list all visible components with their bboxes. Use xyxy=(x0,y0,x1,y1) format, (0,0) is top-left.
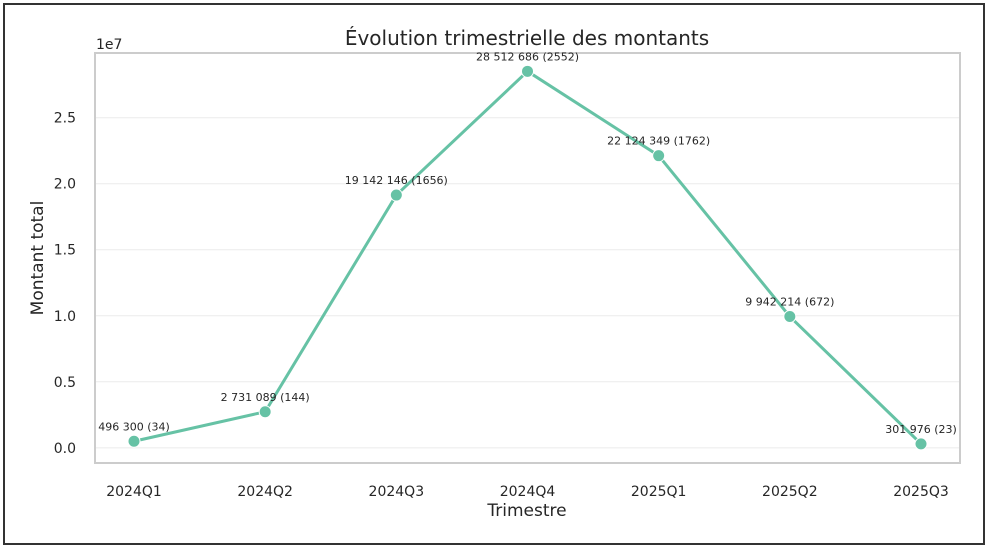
series-line xyxy=(127,64,928,451)
x-tick-label: 2024Q3 xyxy=(369,484,425,500)
data-point xyxy=(127,434,141,448)
data-point xyxy=(258,405,272,419)
x-axis-label: Trimestre xyxy=(486,501,566,521)
x-tick-label: 2025Q1 xyxy=(631,484,687,500)
data-label: 2 731 089 (144) xyxy=(221,391,310,404)
y-tick-label: 0.5 xyxy=(54,375,76,391)
y-offset-label: 1e7 xyxy=(96,37,122,53)
data-label: 301 976 (23) xyxy=(885,423,957,436)
y-tick-label: 1.0 xyxy=(54,309,76,325)
x-tick-label: 2025Q3 xyxy=(893,484,949,500)
data-label: 19 142 146 (1656) xyxy=(345,174,448,187)
data-label: 22 124 349 (1762) xyxy=(607,135,710,148)
data-point xyxy=(521,64,534,78)
y-axis: 0.0 0.5 1.0 1.5 2.0 2.5 xyxy=(54,111,76,457)
data-point xyxy=(914,437,928,451)
y-tick-label: 0.0 xyxy=(54,441,76,457)
data-label: 496 300 (34) xyxy=(98,420,170,433)
gridlines xyxy=(95,117,960,449)
series-polyline xyxy=(132,69,923,446)
x-tick-label: 2024Q1 xyxy=(106,484,162,500)
y-axis-label: Montant total xyxy=(28,201,48,316)
chart-title: Évolution trimestrielle des montants xyxy=(345,26,709,50)
data-label: 28 512 686 (2552) xyxy=(476,50,579,63)
data-label: 9 942 214 (672) xyxy=(745,296,834,309)
y-tick-label: 2.5 xyxy=(54,111,76,127)
data-labels: 496 300 (34) 2 731 089 (144) 19 142 146 (1… xyxy=(98,50,957,436)
figure-frame xyxy=(3,3,985,545)
y-tick-label: 2.0 xyxy=(54,177,76,193)
x-tick-label: 2024Q2 xyxy=(237,484,293,500)
data-point xyxy=(652,149,666,163)
data-point xyxy=(389,188,403,202)
plot-area xyxy=(94,52,961,464)
x-axis: 2024Q1 2024Q2 2024Q3 2024Q4 2025Q1 2025Q2 2025… xyxy=(106,484,949,500)
y-tick-label: 1.5 xyxy=(54,243,76,259)
data-point xyxy=(783,310,797,324)
x-tick-label: 2025Q2 xyxy=(762,484,818,500)
x-tick-label: 2024Q4 xyxy=(500,484,556,500)
